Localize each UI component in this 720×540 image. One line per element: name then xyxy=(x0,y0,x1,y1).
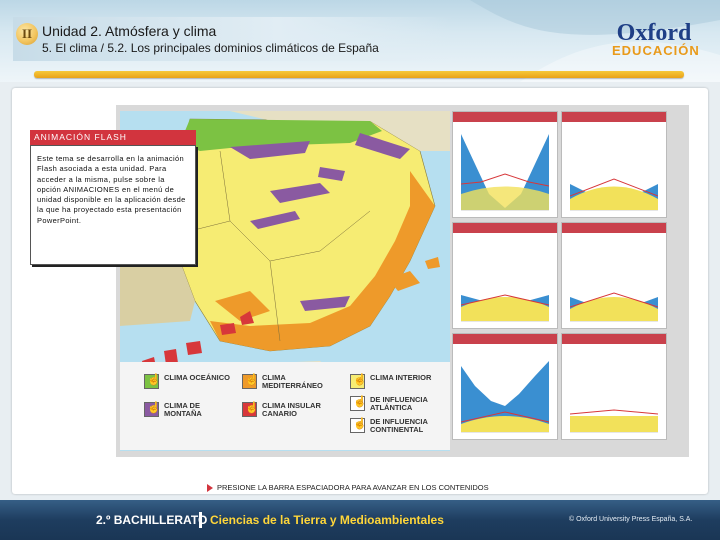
section-breadcrumb: 5. El clima / 5.2. Los principales domin… xyxy=(42,41,379,55)
unit-number-badge: II xyxy=(16,23,38,45)
logo-educacion-text: EDUCACIÓN xyxy=(612,43,700,58)
advance-hint-text: PRESIONE LA BARRA ESPACIADORA PARA AVANZ… xyxy=(217,483,489,492)
animation-note-box: Este tema se desarrolla en la animación … xyxy=(30,145,196,265)
legend-label: CLIMA OCEÁNICO xyxy=(164,373,230,382)
legend-item-atlantic[interactable]: DE INFLUENCIA ATLÁNTICA xyxy=(350,395,440,412)
footer-course-label: 2.º BACHILLERATO xyxy=(96,513,208,527)
unit-title: Unidad 2. Atmósfera y clima xyxy=(42,23,217,39)
climogram-header xyxy=(562,112,666,122)
legend-label: CLIMA MEDITERRÁNEO xyxy=(262,373,323,390)
logo-oxford-text: Oxford xyxy=(616,20,692,46)
legend-swatch-interior xyxy=(350,373,367,389)
footer-subject-label: Ciencias de la Tierra y Medioambientales xyxy=(210,513,444,527)
climogram-mountain xyxy=(452,333,558,440)
legend-label: CLIMA INTERIOR xyxy=(370,373,432,382)
legend-item-oceanic[interactable]: CLIMA OCEÁNICO xyxy=(144,373,234,389)
footer-copyright: © Oxford University Press España, S.A. xyxy=(569,516,693,523)
animation-note-text: Este tema se desarrolla en la animación … xyxy=(37,154,186,225)
map-legend: CLIMA OCEÁNICO CLIMA MEDITERRÁNEO CLIMA … xyxy=(120,362,450,450)
legend-swatch-mediterranean xyxy=(242,373,259,389)
climogram-grid xyxy=(452,111,668,441)
legend-swatch-canary xyxy=(242,401,259,417)
oxford-logo: Oxford EDUCACIÓN xyxy=(612,20,700,58)
footer-separator xyxy=(199,512,202,528)
legend-label: CLIMA DE MONTAÑA xyxy=(164,401,202,418)
legend-swatch-atlantic xyxy=(350,395,367,411)
climogram-header xyxy=(562,334,666,344)
legend-item-interior[interactable]: CLIMA INTERIOR xyxy=(350,373,440,389)
footer-bar xyxy=(0,500,720,540)
play-arrow-icon xyxy=(207,483,213,492)
climogram-header xyxy=(562,223,666,233)
climogram-interior-atlantic xyxy=(452,222,558,329)
animation-flash-label: ANIMACIÓN FLASH xyxy=(30,130,196,145)
title-band xyxy=(13,17,453,61)
legend-swatch-continental xyxy=(350,417,367,433)
legend-label: DE INFLUENCIA CONTINENTAL xyxy=(370,417,428,434)
climogram-canary xyxy=(561,333,667,440)
legend-swatch-oceanic xyxy=(144,373,161,389)
legend-item-canary[interactable]: CLIMA INSULAR CANARIO xyxy=(242,401,332,418)
legend-item-continental[interactable]: DE INFLUENCIA CONTINENTAL xyxy=(350,417,440,434)
climogram-mediterranean xyxy=(561,111,667,218)
climogram-header xyxy=(453,223,557,233)
legend-label: DE INFLUENCIA ATLÁNTICA xyxy=(370,395,428,412)
header-divider-bar xyxy=(34,71,684,78)
legend-item-mediterranean[interactable]: CLIMA MEDITERRÁNEO xyxy=(242,373,332,390)
climogram-header xyxy=(453,334,557,344)
climogram-header xyxy=(453,112,557,122)
legend-item-mountain[interactable]: CLIMA DE MONTAÑA xyxy=(144,401,234,418)
legend-swatch-mountain xyxy=(144,401,161,417)
climogram-oceanic xyxy=(452,111,558,218)
climogram-interior-continental xyxy=(561,222,667,329)
advance-hint: PRESIONE LA BARRA ESPACIADORA PARA AVANZ… xyxy=(207,483,489,492)
legend-label: CLIMA INSULAR CANARIO xyxy=(262,401,321,418)
